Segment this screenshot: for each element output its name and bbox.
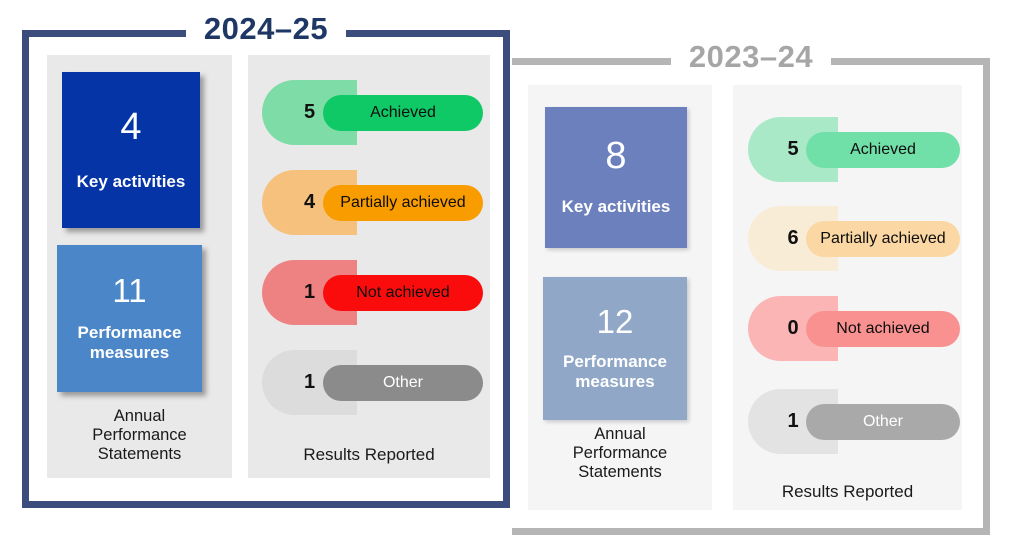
aps-column-2023-24: 8 Key activities 12 Performance measures… — [528, 85, 712, 510]
performance-measures-label: Performance measures — [563, 351, 667, 391]
result-row-other: 1 Other — [248, 350, 490, 415]
result-row-achieved: 5 Achieved — [733, 117, 962, 182]
result-row-achieved: 5 Achieved — [248, 80, 490, 145]
result-label-pill: Partially achieved — [806, 221, 960, 257]
result-row-not-achieved: 1 Not achieved — [248, 260, 490, 325]
panel-title-2023-24-text: 2023–24 — [670, 39, 832, 75]
result-count: 5 — [303, 101, 316, 123]
result-row-partially-achieved: 4 Partially achieved — [248, 170, 490, 235]
result-count: 1 — [787, 410, 799, 432]
result-row-other: 1 Other — [733, 389, 962, 454]
result-row-partially-achieved: 6 Partially achieved — [733, 206, 962, 271]
key-activities-label: Key activities — [76, 171, 186, 191]
result-count: 6 — [787, 227, 799, 249]
result-label-pill: Other — [806, 404, 960, 440]
results-caption: Results Reported — [781, 482, 914, 501]
performance-measures-label: Performance measures — [77, 322, 182, 362]
result-label-pill: Partially achieved — [323, 185, 483, 221]
key-activities-count: 4 — [120, 105, 142, 148]
result-count: 1 — [303, 371, 316, 393]
aps-caption: Annual Performance Statements — [572, 425, 668, 481]
performance-measures-box: 11 Performance measures — [57, 245, 202, 392]
panel-title-2024-25: 2024–25 — [22, 11, 510, 47]
result-count: 0 — [787, 317, 799, 339]
results-caption: Results Reported — [303, 445, 435, 464]
result-label-pill: Not achieved — [323, 275, 483, 311]
result-label-pill: Achieved — [323, 95, 483, 131]
panel-title-2024-25-text: 2024–25 — [185, 11, 347, 47]
panel-title-2023-24: 2023–24 — [512, 39, 990, 75]
result-label-pill: Not achieved — [806, 311, 960, 347]
key-activities-label: Key activities — [561, 197, 671, 217]
key-activities-box: 4 Key activities — [62, 72, 200, 228]
results-column-2024-25: 5 Achieved 4 Partially achieved 1 Not ac… — [248, 55, 490, 478]
result-count: 5 — [787, 138, 799, 160]
key-activities-count: 8 — [605, 135, 627, 178]
result-count: 4 — [303, 191, 316, 213]
aps-column-2024-25: 4 Key activities 11 Performance measures… — [47, 55, 232, 478]
aps-caption: Annual Performance Statements — [92, 407, 187, 463]
performance-measures-count: 12 — [596, 302, 634, 340]
result-count: 1 — [303, 281, 316, 303]
performance-measures-count: 11 — [112, 271, 147, 309]
result-row-not-achieved: 0 Not achieved — [733, 296, 962, 361]
result-label-pill: Achieved — [806, 132, 960, 168]
result-label-pill: Other — [323, 365, 483, 401]
results-column-2023-24: 5 Achieved 6 Partially achieved 0 Not ac… — [733, 85, 962, 510]
key-activities-box: 8 Key activities — [545, 107, 687, 248]
performance-measures-box: 12 Performance measures — [543, 277, 687, 420]
